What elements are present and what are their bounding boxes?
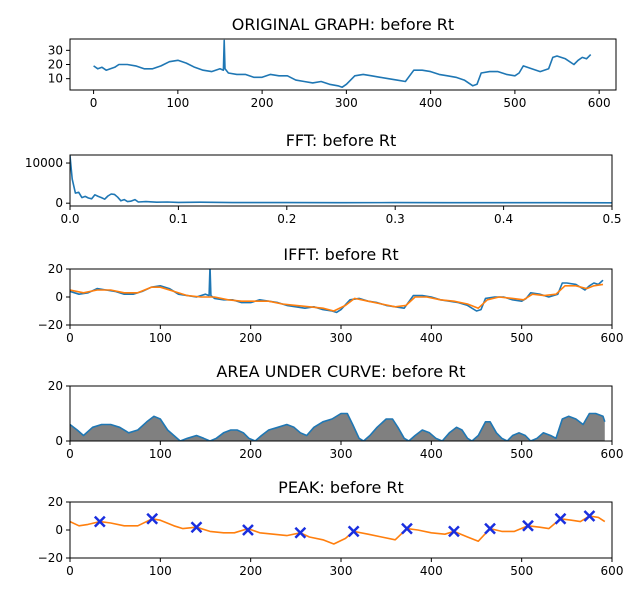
x-tick-label: 100: [149, 447, 172, 461]
peak-marker: [347, 525, 360, 538]
series-line-0: [70, 515, 606, 545]
peak-marker: [242, 524, 254, 536]
peak-marker: [554, 512, 567, 525]
x-tick-label: 0.4: [494, 212, 513, 226]
x-tick-label: 400: [420, 331, 443, 345]
x-tick-label: 300: [330, 564, 353, 578]
y-tick-label: 30: [48, 43, 63, 57]
x-tick-label: 0: [66, 331, 74, 345]
x-tick-label: 0.1: [169, 212, 188, 226]
peak-marker: [146, 512, 159, 525]
peak-marker: [93, 515, 106, 528]
axes-frame: [69, 268, 613, 326]
x-tick-label: 0.3: [386, 212, 405, 226]
series-line-0: [70, 412, 606, 441]
axes-frame: [69, 154, 613, 207]
x-tick-label: 400: [420, 564, 443, 578]
panel-title: ORIGINAL GRAPH: before Rt: [232, 15, 454, 34]
y-tick-label: −20: [38, 318, 63, 332]
peak-marker: [522, 519, 534, 532]
x-tick-label: 300: [330, 447, 353, 461]
area-fill: [70, 413, 605, 441]
panel-title: AREA UNDER CURVE: before Rt: [216, 362, 465, 381]
x-tick-label: 500: [503, 96, 526, 110]
plot-area: [70, 155, 612, 204]
panel-original-graph: ORIGINAL GRAPH: before Rt 0 100 200 300 400 50…: [48, 15, 617, 110]
plot-area: [70, 515, 606, 545]
panel-title: IFFT: before Rt: [283, 245, 398, 264]
x-tick-label: 100: [149, 331, 172, 345]
x-tick-label: 600: [601, 564, 624, 578]
x-tick-label: 0.5: [602, 212, 621, 226]
x-tick-label: 200: [239, 564, 262, 578]
x-tick-label: 600: [601, 447, 624, 461]
x-tick-label: 100: [166, 96, 189, 110]
x-tick-label: 100: [149, 564, 172, 578]
x-tick-label: 600: [601, 331, 624, 345]
x-tick-label: 500: [510, 564, 533, 578]
x-tick-label: 300: [335, 96, 358, 110]
peak-marker: [294, 526, 307, 539]
y-tick-label: −20: [38, 551, 63, 565]
series-line-0: [70, 155, 612, 204]
series-line-0: [93, 39, 592, 88]
series-line-0: [70, 269, 604, 314]
panel-title: FFT: before Rt: [286, 131, 397, 150]
y-tick-label: 10: [48, 72, 63, 86]
peak-marker: [190, 521, 203, 534]
peak-marker: [583, 510, 596, 522]
plot-area: [70, 412, 606, 441]
x-tick-label: 0: [66, 564, 74, 578]
plot-area: [93, 39, 592, 88]
x-tick-label: 200: [239, 331, 262, 345]
y-tick-label: 0: [55, 290, 63, 304]
peak-marker: [484, 522, 496, 535]
x-tick-label: 200: [251, 96, 274, 110]
x-tick-label: 0.2: [277, 212, 296, 226]
x-tick-label: 600: [588, 96, 611, 110]
x-tick-label: 200: [239, 447, 262, 461]
y-tick-label: 0: [55, 434, 63, 448]
y-tick-label: 20: [48, 379, 63, 393]
x-tick-label: 500: [510, 447, 533, 461]
y-tick-label: 20: [48, 58, 63, 72]
plot-area: [70, 269, 604, 314]
x-tick-label: 500: [510, 331, 533, 345]
x-tick-label: 400: [419, 96, 442, 110]
y-tick-label: 10000: [25, 156, 63, 170]
panel-title: PEAK: before Rt: [278, 478, 404, 497]
y-tick-label: 20: [48, 262, 63, 276]
panel-fft: FFT: before Rt 0.0 0.1 0.2 0.3 0.4 0.5 0 10000: [25, 131, 622, 226]
axes-frame: [69, 38, 617, 91]
x-tick-label: 0.0: [60, 212, 79, 226]
x-tick-label: 0: [90, 96, 98, 110]
y-tick-label: 20: [48, 495, 63, 509]
x-tick-label: 0: [66, 447, 74, 461]
y-tick-label: 0: [55, 196, 63, 210]
y-tick-label: 0: [55, 523, 63, 537]
x-tick-label: 300: [330, 331, 353, 345]
x-tick-label: 400: [420, 447, 443, 461]
peak-marker: [448, 525, 460, 538]
panel-area-under-curve: AREA UNDER CURVE: before Rt0 100 200 300 400…: [48, 362, 624, 461]
series-line-1: [70, 283, 604, 312]
peak-marker: [401, 522, 413, 535]
